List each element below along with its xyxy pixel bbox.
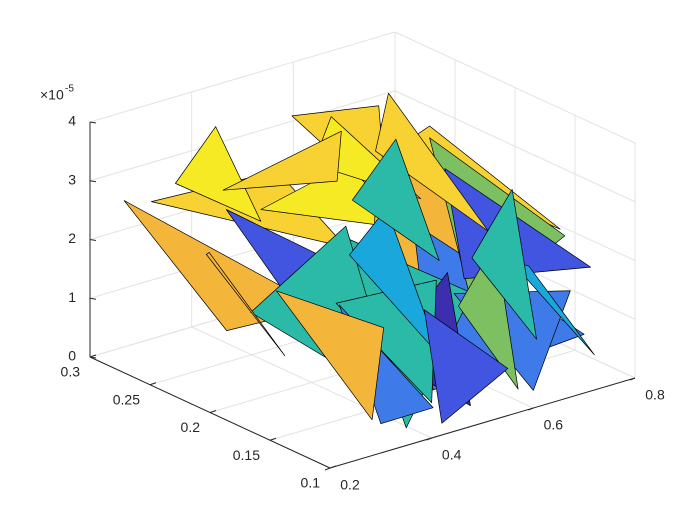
y-tick [329,465,337,469]
grid-line [394,90,636,203]
surface-patch [175,126,262,222]
surface-patch [205,252,286,357]
x-tick [426,437,432,441]
x-tick-label: 0.2 [340,477,360,493]
y-tick-label: 0.1 [301,475,321,491]
surface-patch [458,241,519,390]
y-tick-label: 0.3 [61,364,81,380]
z-tick-label: 3 [68,171,76,187]
x-tick [528,407,534,411]
z-tick-label: 4 [68,113,76,129]
surface-patch [423,309,509,424]
y-tick [149,382,157,386]
grid-line [89,207,396,299]
surface-patch [222,130,342,191]
z-tick-label: 1 [68,289,76,305]
x-tick-label: 0.8 [645,387,665,403]
grid-line [89,90,396,182]
x-tick-label: 0.6 [544,417,564,433]
surface-patch [375,92,489,232]
z-tick-label: 0 [68,348,76,364]
z-tick [89,356,97,359]
y-tick-label: 0.2 [181,419,201,435]
x-tick [629,377,636,381]
axes: 0.2 0.4 0.6 0.8 0.1 0.15 0.2 0.25 0.30 1 2 3 4 [61,113,665,493]
y-tick-label: 0.15 [233,447,260,463]
y-tick [269,437,277,441]
y-tick [209,410,217,413]
surface-patch [349,207,441,357]
z-multiplier: ×10 [40,87,64,103]
z-tick [89,121,97,124]
grid-line [394,31,636,144]
z-tick [89,297,97,300]
x-tick [324,467,331,471]
z-tick [89,180,97,183]
z-tick [89,239,97,241]
surface-patch [276,290,385,421]
x-axis [329,377,636,469]
z-exponent: -5 [65,84,74,95]
grid-line [89,31,396,123]
surface-patch [471,188,537,340]
x-tick-label: 0.4 [442,447,462,463]
z-tick-label: 2 [68,230,76,246]
y-tick-label: 0.25 [113,391,140,407]
surface [123,92,595,429]
surface-patch [351,138,440,261]
